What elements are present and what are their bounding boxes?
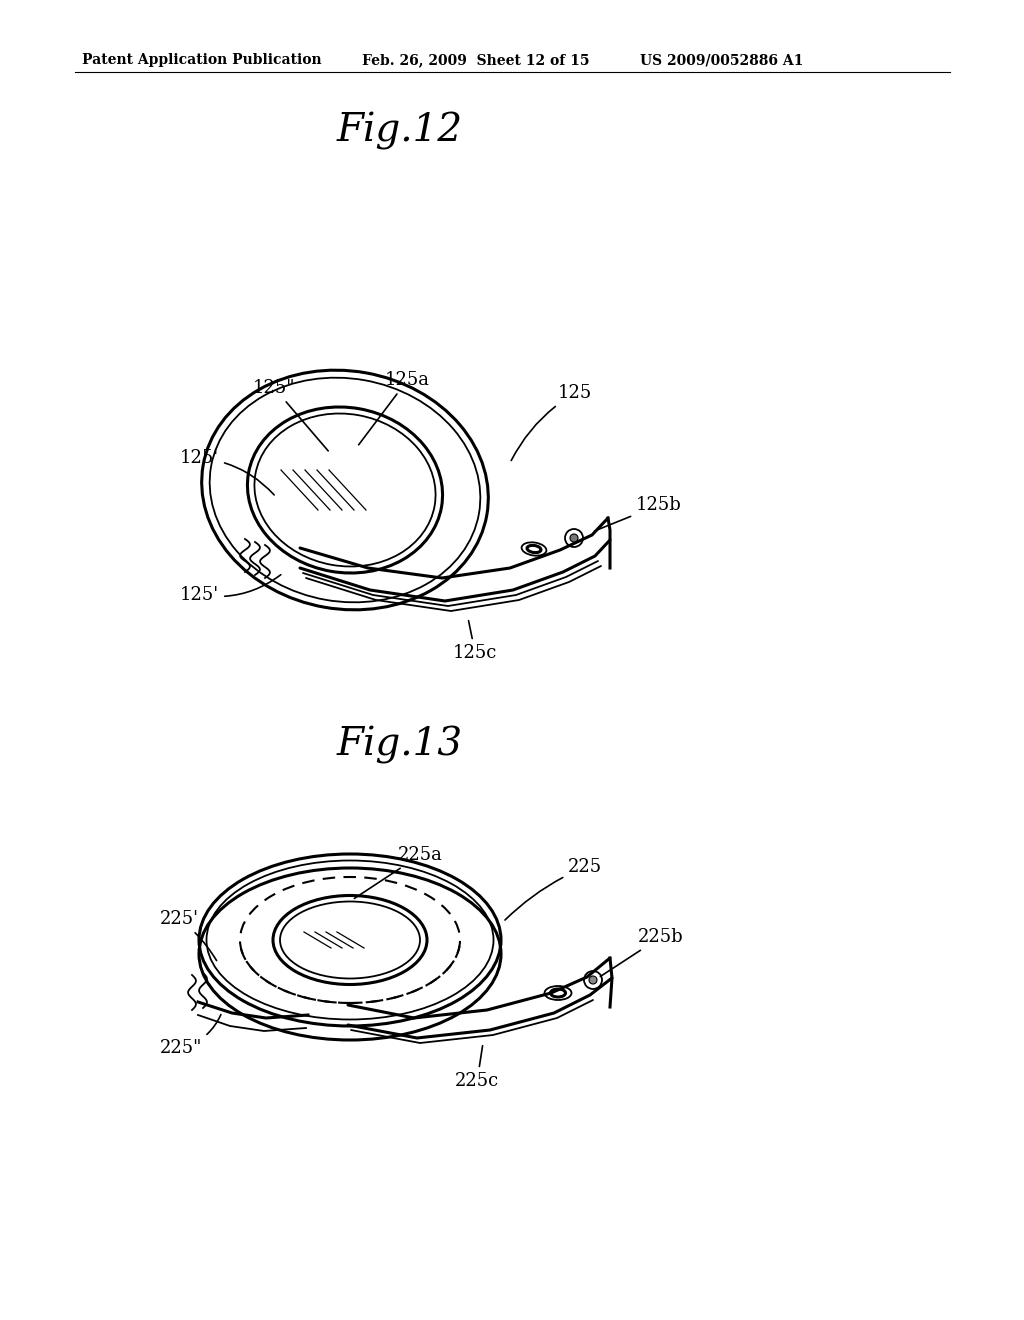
Text: 225: 225 <box>505 858 602 920</box>
Text: 125: 125 <box>511 384 592 461</box>
Text: 225c: 225c <box>455 1045 500 1090</box>
Text: US 2009/0052886 A1: US 2009/0052886 A1 <box>640 53 804 67</box>
Circle shape <box>570 535 578 543</box>
Text: Feb. 26, 2009  Sheet 12 of 15: Feb. 26, 2009 Sheet 12 of 15 <box>362 53 590 67</box>
Text: 225a: 225a <box>354 846 442 899</box>
Text: 225': 225' <box>160 909 217 961</box>
Text: Fig.12: Fig.12 <box>337 112 463 150</box>
Text: Patent Application Publication: Patent Application Publication <box>82 53 322 67</box>
Text: 125b: 125b <box>595 496 682 531</box>
Circle shape <box>589 975 597 983</box>
Text: 125a: 125a <box>358 371 430 445</box>
Text: 225b: 225b <box>600 928 684 977</box>
Text: 125': 125' <box>180 449 274 495</box>
Text: 225": 225" <box>160 1015 221 1057</box>
Text: 125": 125" <box>253 379 329 451</box>
Text: Fig.13: Fig.13 <box>337 726 463 764</box>
Text: 125': 125' <box>180 574 281 605</box>
Text: 125c: 125c <box>453 620 498 663</box>
